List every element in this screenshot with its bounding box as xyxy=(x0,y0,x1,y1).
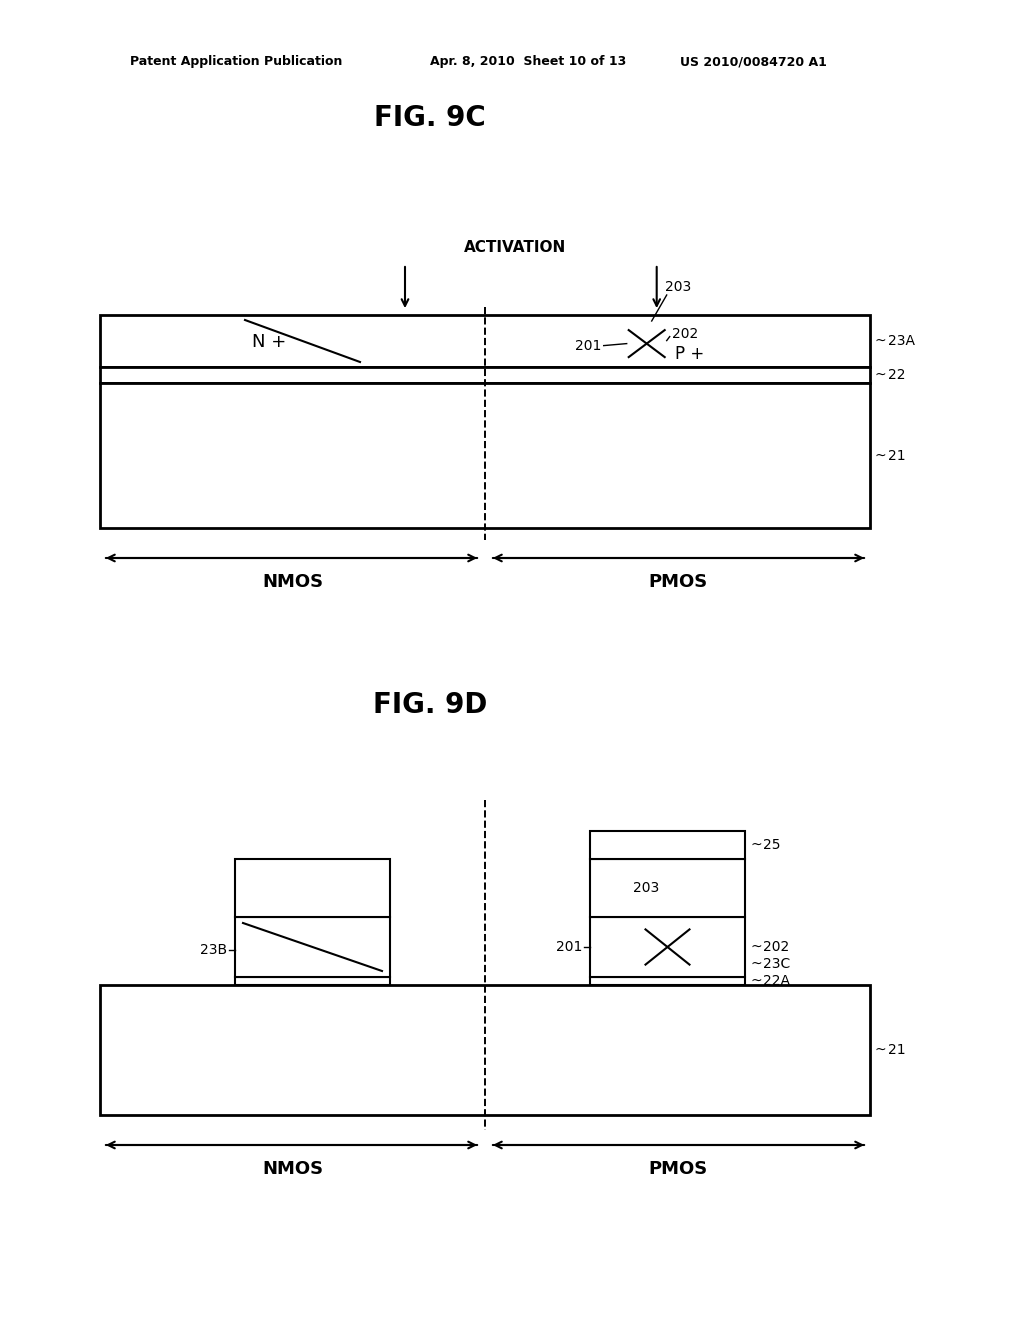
Text: 21: 21 xyxy=(888,1043,905,1057)
Text: 203: 203 xyxy=(634,880,659,895)
Text: 203: 203 xyxy=(665,280,691,294)
Text: Patent Application Publication: Patent Application Publication xyxy=(130,55,342,69)
Text: ~: ~ xyxy=(750,940,762,954)
Text: ~: ~ xyxy=(750,838,762,851)
Text: 25: 25 xyxy=(763,838,780,851)
Text: PMOS: PMOS xyxy=(648,1160,708,1177)
Text: N +: N + xyxy=(252,333,287,351)
Text: 22A: 22A xyxy=(763,974,790,987)
Text: FIG. 9C: FIG. 9C xyxy=(374,104,485,132)
Text: 22: 22 xyxy=(888,368,905,381)
Bar xyxy=(100,315,870,367)
Text: Apr. 8, 2010  Sheet 10 of 13: Apr. 8, 2010 Sheet 10 of 13 xyxy=(430,55,627,69)
Text: ~: ~ xyxy=(750,974,762,987)
Bar xyxy=(100,985,870,1115)
Bar xyxy=(590,832,745,859)
Text: 202: 202 xyxy=(763,940,790,954)
Text: 201: 201 xyxy=(575,339,602,352)
Text: NMOS: NMOS xyxy=(262,1160,323,1177)
Bar xyxy=(100,383,870,528)
Text: ~: ~ xyxy=(750,957,762,970)
Text: 23B: 23B xyxy=(200,942,227,957)
Text: NMOS: NMOS xyxy=(262,573,323,591)
Bar xyxy=(234,859,390,917)
Text: FIG. 9D: FIG. 9D xyxy=(373,690,487,719)
Text: 23C: 23C xyxy=(763,957,791,970)
Text: P +: P + xyxy=(675,345,703,363)
Text: ACTIVATION: ACTIVATION xyxy=(464,240,566,256)
Text: 21: 21 xyxy=(888,449,905,462)
Bar xyxy=(590,859,745,917)
Text: 202: 202 xyxy=(672,326,698,341)
Bar xyxy=(234,917,390,977)
Text: ~: ~ xyxy=(874,334,887,348)
Bar xyxy=(590,977,745,985)
Text: 201: 201 xyxy=(556,940,582,954)
Text: ~: ~ xyxy=(874,1043,887,1057)
Text: ~: ~ xyxy=(874,368,887,381)
Text: ~: ~ xyxy=(874,449,887,462)
Bar xyxy=(234,977,390,985)
Text: 23A: 23A xyxy=(888,334,915,348)
Bar xyxy=(100,367,870,383)
Text: US 2010/0084720 A1: US 2010/0084720 A1 xyxy=(680,55,826,69)
Bar xyxy=(590,917,745,977)
Text: PMOS: PMOS xyxy=(648,573,708,591)
